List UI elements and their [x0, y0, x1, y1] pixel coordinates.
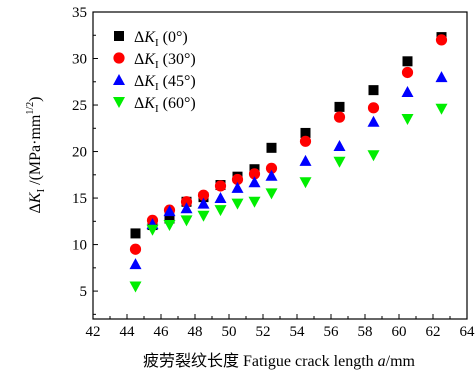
data-point — [129, 281, 142, 293]
axis-ticks: 42 44 46 48 50 52 54 56 58 60 62 64 5 10 15 20 25 30 35 — [72, 5, 475, 340]
data-point — [266, 142, 277, 153]
y-tick-label: 35 — [72, 5, 87, 21]
data-point — [402, 56, 413, 67]
y-tick-label: 15 — [72, 191, 87, 207]
data-point — [368, 85, 379, 96]
data-point — [401, 113, 414, 125]
data-point — [197, 210, 210, 222]
legend-label: ΔKI (45°) — [134, 73, 196, 93]
data-point — [130, 228, 141, 239]
data-point — [333, 156, 346, 168]
data-point — [401, 86, 414, 98]
legend-label: ΔKI (0°) — [134, 29, 188, 49]
data-point — [129, 258, 142, 270]
y-tick-label: 30 — [72, 52, 87, 68]
data-point — [214, 180, 227, 192]
data-point — [435, 71, 448, 83]
data-point — [180, 202, 193, 214]
data-point — [334, 101, 345, 112]
data-point — [299, 177, 312, 189]
data-point — [180, 196, 193, 208]
x-tick-label: 58 — [358, 324, 373, 340]
data-point — [146, 224, 159, 236]
y-tick-label: 25 — [72, 98, 87, 114]
data-point — [367, 150, 380, 162]
x-tick-label: 62 — [426, 324, 441, 340]
data-point — [333, 111, 346, 123]
x-tick-label: 44 — [120, 324, 136, 340]
data-point — [265, 169, 278, 181]
data-point — [299, 154, 312, 166]
data-point — [180, 215, 193, 227]
legend-item: ΔKI (45°) — [113, 73, 196, 93]
data-point — [129, 243, 142, 255]
series-3 — [129, 103, 448, 293]
legend-marker — [113, 52, 125, 64]
data-point — [197, 189, 210, 201]
data-point — [163, 220, 176, 232]
data-point — [163, 205, 176, 217]
data-point — [231, 198, 244, 210]
x-tick-label: 64 — [460, 324, 475, 340]
data-point — [197, 197, 210, 209]
data-point — [300, 127, 311, 138]
x-tick-label: 60 — [392, 324, 407, 340]
data-point — [248, 176, 261, 188]
data-point — [401, 66, 414, 79]
y-tick-label: 10 — [72, 238, 87, 254]
data-point — [299, 135, 312, 147]
legend-marker — [113, 74, 125, 85]
x-tick-label: 46 — [154, 324, 170, 340]
x-tick-label: 48 — [188, 324, 203, 340]
x-tick-label: 54 — [290, 324, 306, 340]
x-axis-title: 疲劳裂纹长度 Fatigue crack length a/mm — [143, 352, 416, 370]
legend-marker — [113, 97, 125, 108]
legend: ΔKI (0°)ΔKI (30°)ΔKI (45°)ΔKI (60°) — [113, 29, 196, 115]
data-point — [214, 205, 227, 217]
legend-label: ΔKI (30°) — [134, 51, 196, 71]
x-tick-label: 50 — [222, 324, 237, 340]
legend-label: ΔKI (60°) — [134, 95, 196, 115]
legend-item: ΔKI (30°) — [113, 51, 196, 71]
y-tick-label: 20 — [72, 145, 87, 161]
legend-item: ΔKI (0°) — [114, 29, 188, 49]
x-tick-label: 56 — [324, 324, 340, 340]
data-series — [129, 32, 448, 293]
data-point — [231, 173, 244, 186]
data-point — [248, 196, 261, 208]
data-point — [435, 103, 448, 115]
x-tick-label: 42 — [86, 324, 101, 340]
x-tick-label: 52 — [256, 324, 271, 340]
legend-marker — [114, 31, 124, 41]
data-point — [435, 34, 448, 46]
data-point — [367, 115, 380, 127]
data-point — [265, 162, 278, 174]
legend-item: ΔKI (60°) — [113, 95, 196, 115]
data-point — [265, 188, 278, 200]
data-point — [231, 181, 244, 193]
data-point — [333, 139, 346, 151]
data-point — [367, 102, 380, 114]
y-axis-title: ΔKI /(MPa·mm1/2) — [25, 97, 47, 214]
data-point — [214, 192, 227, 204]
data-point — [164, 213, 175, 224]
data-point — [248, 168, 261, 180]
y-tick-label: 5 — [80, 284, 88, 300]
